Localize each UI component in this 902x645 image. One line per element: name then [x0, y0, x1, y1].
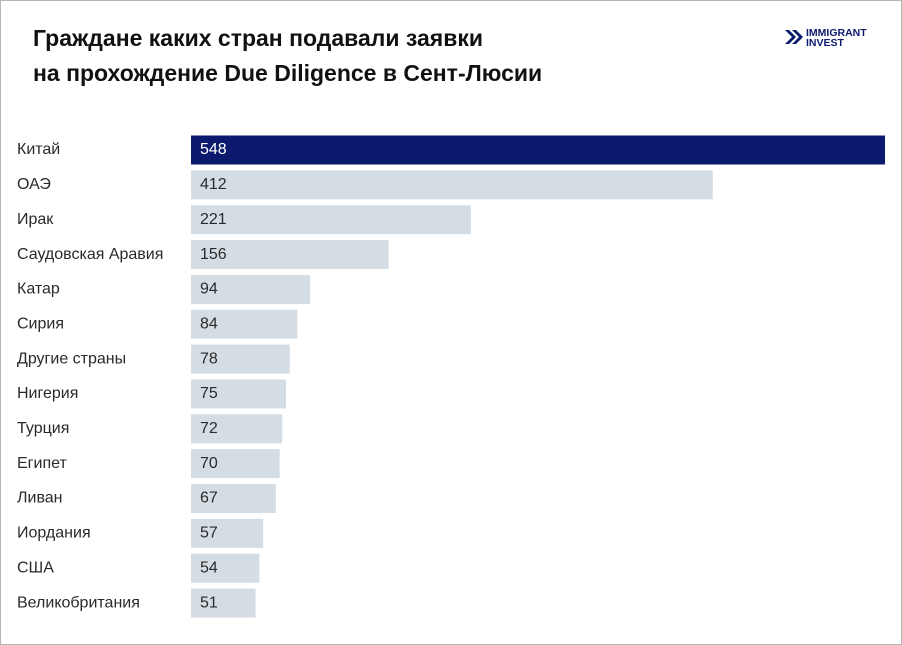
chart-title: на прохождение Due Diligence в Сент-Люси… — [33, 60, 542, 86]
value-label: 57 — [200, 525, 218, 542]
category-label: Иордания — [17, 525, 91, 542]
bar — [191, 274, 311, 304]
category-label: Катар — [17, 281, 60, 298]
category-label: Турция — [17, 420, 69, 437]
bar — [191, 379, 286, 409]
category-label: Сирия — [17, 315, 64, 332]
category-label: Другие страны — [17, 350, 126, 367]
chart-title: Граждане каких стран подавали заявки — [33, 25, 483, 51]
category-label: ОАЭ — [17, 176, 51, 193]
value-label: 221 — [200, 211, 227, 228]
category-label: США — [17, 559, 54, 576]
bar — [191, 240, 389, 270]
value-label: 67 — [200, 490, 218, 507]
bar — [191, 205, 471, 235]
bar — [191, 135, 885, 165]
brand-text: INVEST — [806, 37, 845, 49]
value-label: 72 — [200, 420, 218, 437]
bar — [191, 484, 276, 513]
category-label: Нигерия — [17, 385, 78, 402]
value-label: 54 — [200, 559, 218, 576]
category-label: Китай — [17, 141, 60, 158]
bar — [191, 553, 260, 583]
value-label: 94 — [200, 281, 218, 298]
bar — [191, 170, 713, 200]
brand-text: IMMIGRANT — [806, 27, 867, 39]
value-label: 412 — [200, 176, 227, 193]
value-label: 70 — [200, 455, 218, 472]
bar — [191, 588, 256, 618]
value-label: 78 — [200, 350, 218, 367]
category-label: Ливан — [17, 490, 63, 507]
value-label: 156 — [200, 246, 227, 263]
bar — [191, 449, 280, 479]
value-label: 51 — [200, 594, 218, 611]
category-label: Саудовская Аравия — [17, 246, 163, 263]
category-label: Египет — [17, 455, 67, 472]
category-label: Ирак — [17, 211, 54, 228]
bar — [191, 518, 264, 548]
value-label: 84 — [200, 315, 218, 332]
value-label: 75 — [200, 385, 218, 402]
brand-icon — [785, 30, 803, 44]
category-label: Великобритания — [17, 594, 140, 611]
bar — [191, 309, 298, 339]
bar — [191, 344, 290, 374]
value-label: 548 — [200, 141, 227, 158]
bar — [191, 414, 283, 444]
